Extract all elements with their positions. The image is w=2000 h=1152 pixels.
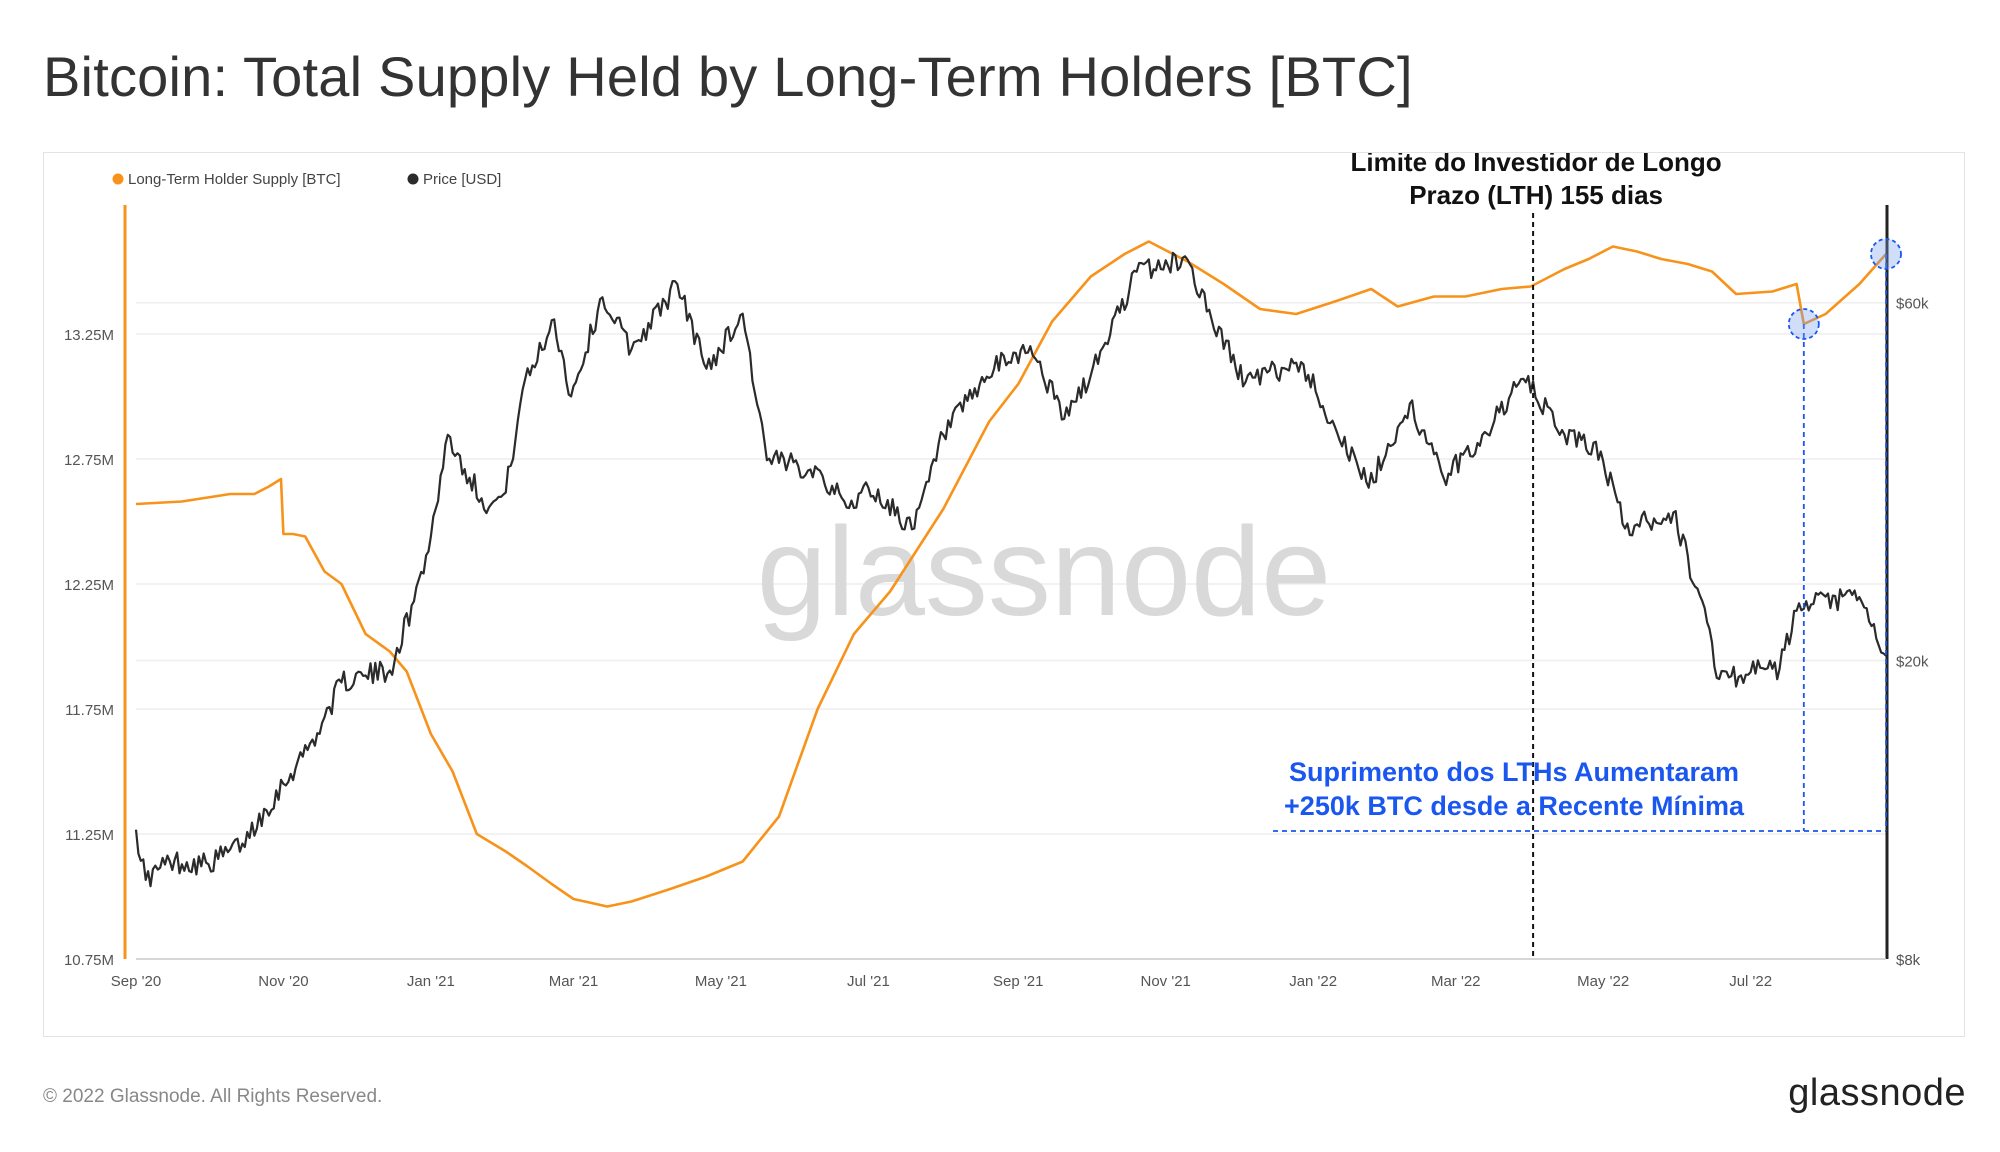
x-tick-label: May '22 (1577, 973, 1629, 990)
y-left-tick-label: 13.25M (64, 327, 114, 344)
latest-marker (1870, 238, 1902, 270)
x-tick-label: Jan '22 (1289, 973, 1337, 990)
series-line-lth-supply (135, 240, 1887, 908)
x-tick-label: Mar '22 (1431, 973, 1481, 990)
x-tick-label: Sep '20 (111, 973, 161, 990)
x-tick-label: Nov '21 (1141, 973, 1191, 990)
y-right-tick-label: $8k (1896, 952, 1921, 969)
y-right-tick-label: $20k (1896, 654, 1929, 671)
x-tick-label: Jul '21 (847, 973, 890, 990)
lth-threshold-label: Limite do Investidor de Longo (1350, 153, 1721, 177)
x-tick-label: Jul '22 (1729, 973, 1772, 990)
recent-low-marker (1787, 308, 1820, 340)
annotations: Limite do Investidor de Longo Prazo (LTH)… (1273, 153, 1902, 959)
footer-logo: glassnode (1788, 1072, 1966, 1114)
x-tick-label: Mar '21 (549, 973, 599, 990)
y-left-tick-label: 12.25M (64, 577, 114, 594)
y-left-tick-label: 10.75M (64, 952, 114, 969)
series-line-price (134, 251, 1887, 888)
legend-marker (407, 173, 419, 185)
chart-svg: glassnode 10.75M 11.25M 11.75M 12.25M 12.75M… (64, 153, 1929, 990)
supply-increase-label: +250k BTC desde a Recente Mínima (1284, 791, 1745, 821)
legend-marker (112, 173, 124, 185)
y-left-tick-label: 12.75M (64, 452, 114, 469)
chart-panel: glassnode 10.75M 11.25M 11.75M 12.25M 12.75M… (43, 152, 1965, 1037)
x-tick-label: Nov '20 (258, 973, 308, 990)
supply-increase-label: Suprimento dos LTHs Aumentaram (1289, 757, 1739, 787)
y-left-tick-label: 11.75M (65, 702, 114, 719)
axes: 10.75M 11.25M 11.75M 12.25M 12.75M 13.25M $8k $… (64, 205, 1929, 990)
y-right-tick-label: $60k (1896, 296, 1929, 313)
x-tick-label: Sep '21 (993, 973, 1043, 990)
legend-label: Price [USD] (423, 171, 501, 188)
x-tick-label: May '21 (695, 973, 747, 990)
page-title: Bitcoin: Total Supply Held by Long-Term … (43, 45, 1413, 108)
lth-threshold-label: Prazo (LTH) 155 dias (1409, 180, 1663, 210)
watermark: glassnode (757, 501, 1331, 642)
legend: Long-Term Holder Supply [BTC] Price [USD] (112, 171, 501, 188)
y-left-tick-label: 11.25M (65, 827, 114, 844)
footer-copyright: © 2022 Glassnode. All Rights Reserved. (43, 1086, 383, 1107)
legend-label: Long-Term Holder Supply [BTC] (128, 171, 341, 188)
x-tick-label: Jan '21 (407, 973, 455, 990)
series-layer (134, 240, 1887, 908)
